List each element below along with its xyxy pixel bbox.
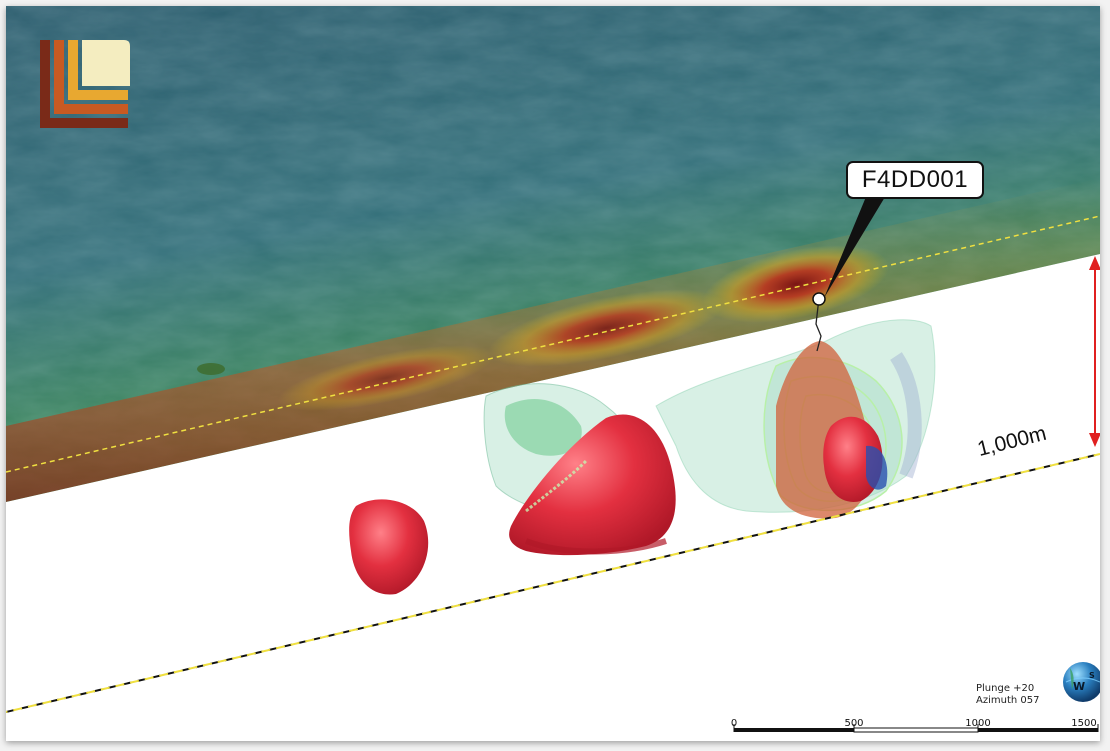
compass-globe-icon[interactable]: W S [1063,662,1100,702]
drillhole-callout[interactable]: F4DD001 [846,161,984,199]
scale-tick-0: 0 [730,718,738,729]
scale-tick-500: 500 [844,718,864,729]
image-frame: W S F4DD001 1,000m Plunge +20 Azimuth 05… [6,6,1100,741]
orebody-west [349,499,429,595]
compass-east: S [1089,671,1095,680]
scene-svg: W S [6,6,1100,733]
scale-tick-1000: 1000 [965,718,991,729]
drillhole-callout-label: F4DD001 [861,166,969,193]
compass-west: W [1073,680,1085,693]
callout-pointer [824,192,888,298]
depth-line-dark [6,453,1100,713]
depth-arrow [1089,256,1100,447]
company-logo [40,40,130,128]
scale-bar [733,724,1099,733]
orebody-group [349,341,888,595]
plunge-text: Plunge +20 [976,683,1035,694]
terrain-surface [6,6,1100,502]
scale-tick-1500: 1500 [1071,718,1097,729]
view-orientation: Plunge +20 Azimuth 057 [976,683,1039,707]
collar-marker[interactable] [812,292,826,306]
azimuth-text: Azimuth 057 [976,695,1040,706]
surface-line [6,215,1100,473]
orebody-central [509,414,676,556]
drill-trace [815,297,822,352]
